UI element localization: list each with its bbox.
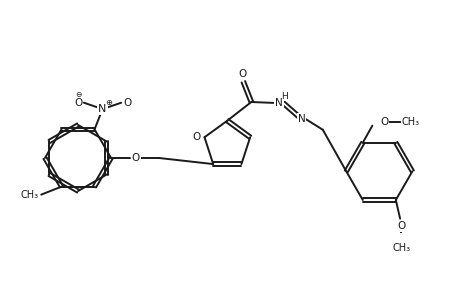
Text: ⊕: ⊕ [105, 98, 112, 107]
Text: O: O [396, 221, 404, 231]
Text: O: O [192, 132, 200, 142]
Text: N: N [98, 104, 106, 114]
Text: O: O [238, 69, 246, 79]
Text: N: N [297, 114, 305, 124]
Text: ⊖: ⊖ [75, 90, 81, 99]
Text: O: O [379, 117, 387, 128]
Text: CH₃: CH₃ [391, 244, 409, 254]
Text: O: O [123, 98, 131, 108]
Text: CH₃: CH₃ [401, 117, 419, 128]
Text: H: H [281, 92, 288, 100]
Text: CH₃: CH₃ [20, 190, 39, 200]
Text: O: O [131, 153, 140, 163]
Text: N: N [274, 98, 282, 108]
Text: O: O [74, 98, 82, 108]
